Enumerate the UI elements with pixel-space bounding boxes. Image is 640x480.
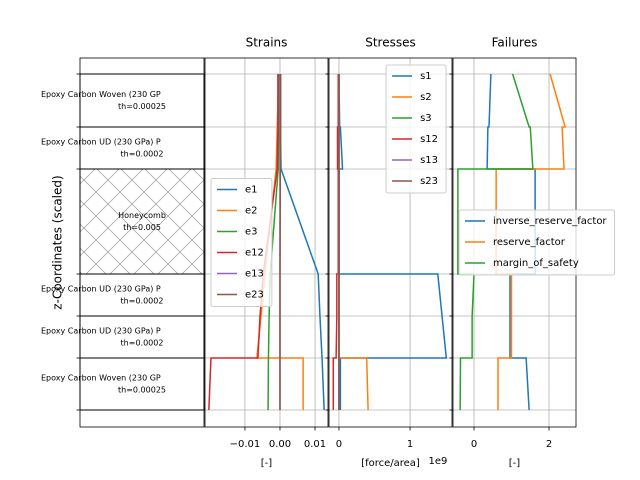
layer	[79, 73, 205, 128]
series-line	[457, 73, 534, 411]
axis-offset: 1e9	[429, 456, 448, 467]
legend-label: e12	[245, 248, 264, 259]
x-tick-label: −0.01	[230, 439, 261, 450]
layer-name: Epoxy Carbon UD (230 GPa) P	[41, 285, 161, 294]
layer	[79, 126, 205, 170]
layer-name: Epoxy Carbon UD (230 GPa) P	[41, 327, 161, 336]
layer-name: Epoxy Carbon Woven (230 GP	[41, 90, 161, 99]
x-axis-label: [-]	[261, 458, 273, 469]
layer-thickness: th=0.0002	[121, 297, 164, 306]
legend-label: e23	[245, 290, 264, 301]
legend-label: e1	[245, 185, 258, 196]
legend-label: s1	[420, 71, 432, 82]
legend-label: s2	[420, 92, 432, 103]
legend-label: s23	[420, 176, 438, 187]
axes-frame	[79, 57, 205, 428]
layer	[79, 273, 205, 317]
x-tick-label: 2	[546, 439, 552, 450]
layer	[79, 357, 205, 411]
legend-label: inverse_reserve_factor	[493, 216, 607, 227]
x-axis-label: [force/area]	[361, 458, 420, 469]
legend-label: e13	[245, 269, 264, 280]
layer-name: Epoxy Carbon UD (230 GPa) P	[41, 138, 161, 147]
plot-area	[332, 73, 448, 411]
legend-label: s3	[420, 113, 432, 124]
legend-label: margin_of_safety	[493, 258, 579, 269]
axes-frame	[204, 57, 329, 428]
layer-thickness: th=0.00025	[118, 386, 166, 395]
chart-title: Failures	[492, 36, 538, 50]
y-axis-label: z-Coordinates (scaled)	[51, 175, 65, 309]
legend-label: s13	[420, 155, 438, 166]
axes-frame	[328, 57, 453, 428]
layer	[79, 315, 205, 359]
series-line	[279, 74, 282, 410]
layer-thickness: th=0.0002	[121, 150, 164, 159]
x-tick-label: 1	[407, 439, 413, 450]
layer-thickness: th=0.00025	[118, 102, 166, 111]
chart-title: Stresses	[365, 36, 416, 50]
legend-label: s12	[420, 134, 438, 145]
legend-label: e2	[245, 206, 258, 217]
layer	[79, 168, 205, 275]
layer-thickness: th=0.0002	[121, 339, 164, 348]
x-tick-label: 0.00	[269, 439, 291, 450]
x-axis-label: [-]	[509, 458, 521, 469]
legend-box	[210, 178, 273, 307]
x-tick-label: 0	[336, 439, 342, 450]
legend-box	[458, 209, 616, 276]
layer-name: Honeycomb	[118, 211, 166, 220]
layer-name: Epoxy Carbon Woven (230 GP	[41, 374, 161, 383]
x-tick-label: 0	[471, 439, 477, 450]
legend: e1 e2 e3 e12 e13 e23	[210, 178, 273, 307]
chart-title: Strains	[246, 36, 288, 50]
layer-thickness: th=0.005	[123, 223, 161, 232]
legend: s1 s2 s3 s12 s13 s23	[385, 64, 447, 194]
legend-box	[385, 64, 447, 194]
legend-label: e3	[245, 227, 258, 238]
legend-label: reserve_factor	[493, 237, 566, 248]
legend: inverse_reserve_factor reserve_factormarg…	[458, 209, 616, 276]
x-tick-label: 0.01	[304, 439, 326, 450]
